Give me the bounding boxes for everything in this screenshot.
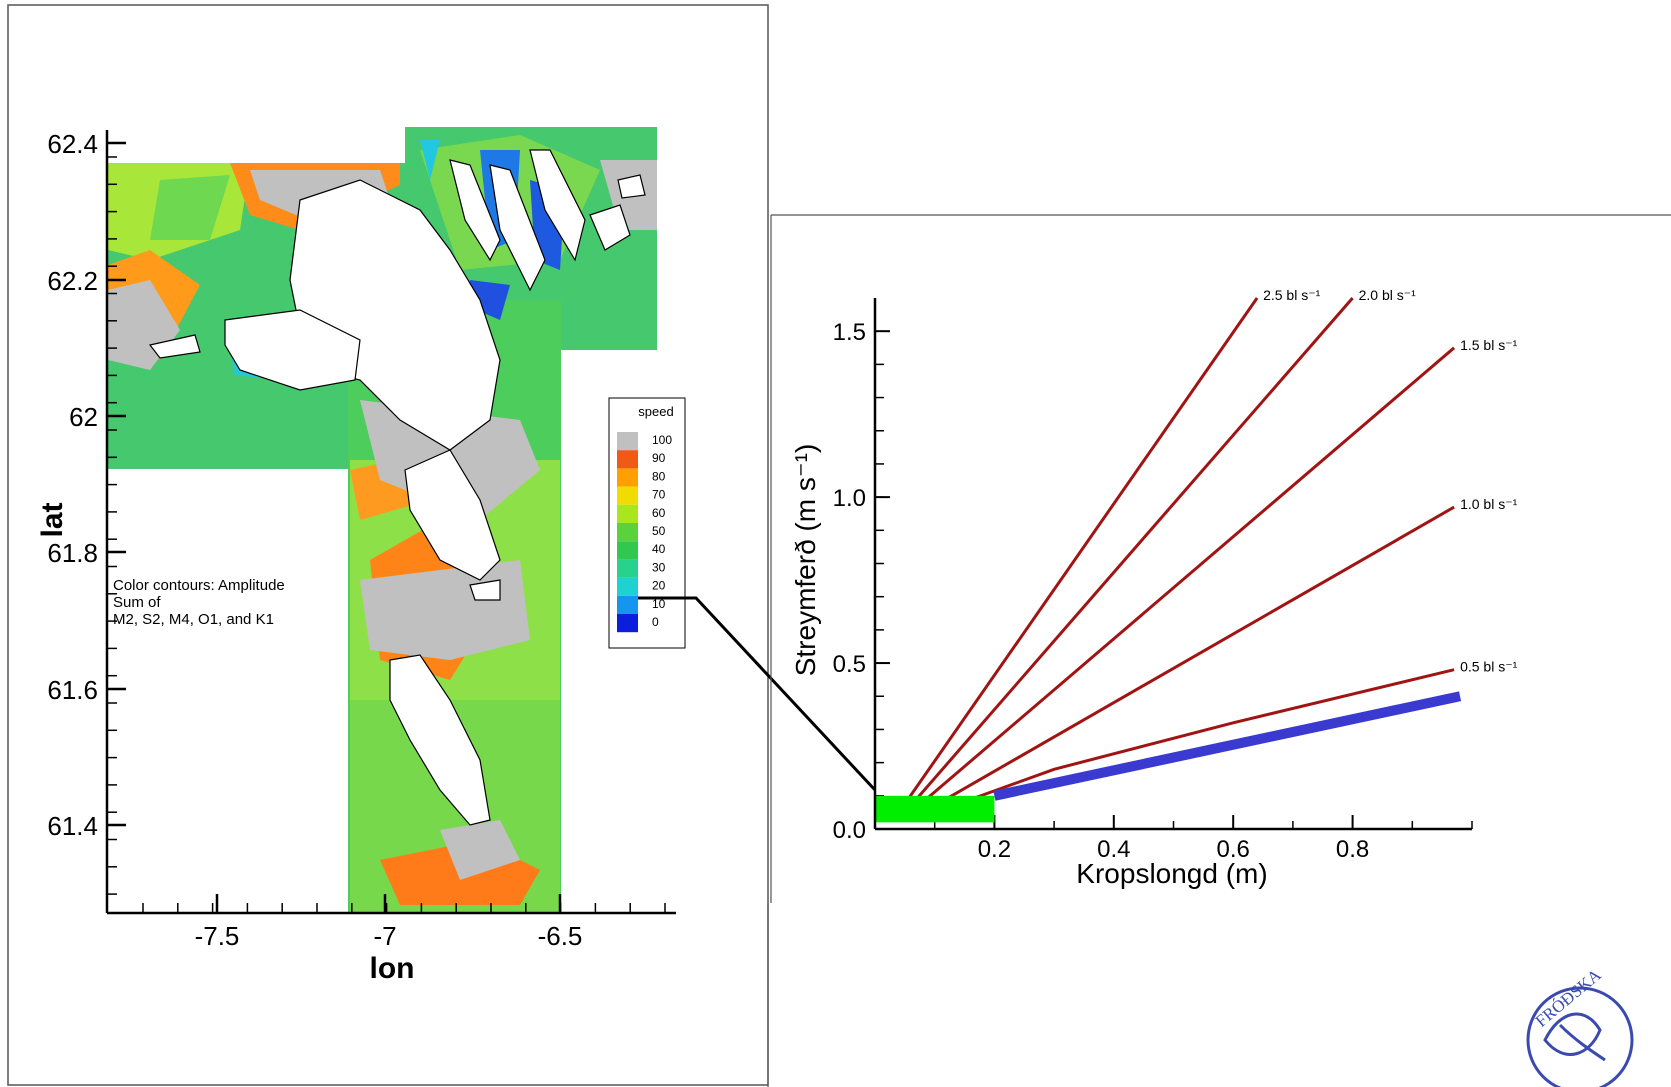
map-y-tick-label: 62.4 — [47, 129, 98, 159]
chart-panel-frame — [767, 214, 1671, 1087]
chart-x-tick-label: 0.8 — [1336, 836, 1369, 863]
legend-level-label: 60 — [652, 506, 666, 520]
map-x-ticks: -7.5 -7 -6.5 — [142, 894, 666, 951]
annotation-line-3: M2, S2, M4, O1, and K1 — [113, 611, 274, 628]
series-label: 1.0 bl s⁻¹ — [1460, 496, 1518, 512]
chart-y-axis-label: Streymferð (m s⁻¹) — [790, 444, 821, 677]
chart-x-tick-label: 0.6 — [1217, 836, 1250, 863]
university-seal-logo: FRÓÐSKA — [1526, 965, 1634, 1087]
tidal-speed-map — [108, 127, 657, 912]
map-y-tick-label: 61.4 — [47, 811, 98, 841]
legend-level-label: 50 — [652, 524, 666, 538]
chart-y-tick-label: 1.0 — [833, 485, 866, 512]
legend-level-label: 30 — [652, 560, 666, 574]
map-axes — [105, 130, 676, 915]
legend-swatch — [617, 614, 638, 633]
legend-level-label: 80 — [652, 469, 666, 483]
annotation-line-1: Color contours: Amplitude — [113, 577, 285, 594]
series-line — [922, 505, 1455, 814]
legend-level-label: 90 — [652, 451, 666, 465]
series-line — [909, 346, 1456, 814]
series-label: 1.5 bl s⁻¹ — [1460, 337, 1518, 353]
chart-ticks: 0.2 0.4 0.6 0.8 0.0 0.5 1.0 1.5 — [833, 319, 1473, 863]
chart-y-tick-label: 0.0 — [833, 817, 866, 844]
series-label: 0.5 bl s⁻¹ — [1460, 659, 1518, 675]
chart-x-tick-label: 0.4 — [1097, 836, 1130, 863]
legend-swatch — [617, 468, 638, 487]
map-x-tick-label: -7.5 — [195, 921, 240, 951]
map-y-ticks: 62.4 62.2 62 61.8 61.6 61.4 — [47, 129, 126, 895]
series-line — [897, 297, 1259, 814]
legend-level-label: 0 — [652, 615, 659, 629]
map-y-axis-label: lat — [36, 502, 69, 537]
legend-swatch — [617, 595, 638, 614]
highlight-region-box — [875, 795, 995, 823]
legend-level-label: 70 — [652, 488, 666, 502]
legend-swatch — [617, 577, 638, 596]
legend-level-label: 10 — [652, 597, 666, 611]
legend-swatch — [617, 504, 638, 523]
chart-series-labels: 2.5 bl s⁻¹ 2.0 bl s⁻¹ 1.5 bl s⁻¹ 1.0 bl s⁻¹… — [1263, 287, 1518, 675]
speed-vs-length-chart: 0.2 0.4 0.6 0.8 0.0 0.5 1.0 1.5 2.5 bl s⁻¹ 2.0 b… — [790, 287, 1518, 889]
chart-y-tick-label: 0.5 — [833, 651, 866, 678]
chart-series — [875, 297, 1462, 823]
annotation-line-2: Sum of — [113, 594, 161, 611]
series-label: 2.5 bl s⁻¹ — [1263, 287, 1321, 303]
connector-line — [638, 596, 877, 792]
highlight-trend-line — [993, 691, 1462, 801]
series-line — [903, 297, 1354, 814]
legend-swatch — [617, 559, 638, 578]
legend-level-label: 100 — [652, 433, 672, 447]
chart-x-tick-label: 0.2 — [978, 836, 1011, 863]
legend-title: speed — [638, 404, 673, 419]
map-x-tick-label: -7 — [373, 921, 396, 951]
map-y-tick-label: 62 — [69, 402, 98, 432]
chart-y-tick-label: 1.5 — [833, 319, 866, 346]
map-annotation: Color contours: Amplitude Sum of M2, S2,… — [113, 577, 285, 628]
map-y-tick-label: 61.6 — [47, 675, 98, 705]
legend-swatch — [617, 523, 638, 542]
legend-swatch — [617, 432, 638, 451]
map-y-tick-label: 61.8 — [47, 538, 98, 568]
legend-level-label: 40 — [652, 542, 666, 556]
legend-level-label: 20 — [652, 579, 666, 593]
legend-swatch — [617, 541, 638, 560]
legend-swatch — [617, 486, 638, 505]
series-label: 2.0 bl s⁻¹ — [1359, 287, 1417, 303]
map-x-axis-label: lon — [370, 952, 415, 985]
chart-axes — [873, 298, 1472, 831]
chart-x-axis-label: Kropslongd (m) — [1076, 858, 1267, 889]
map-x-tick-label: -6.5 — [538, 921, 583, 951]
map-y-tick-label: 62.2 — [47, 266, 98, 296]
legend-swatch — [617, 450, 638, 469]
